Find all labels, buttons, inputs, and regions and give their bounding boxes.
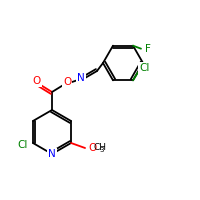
Text: 3: 3: [100, 147, 104, 153]
Text: F: F: [145, 44, 151, 54]
Text: O: O: [88, 143, 96, 153]
Text: CH: CH: [93, 142, 106, 152]
Text: O: O: [63, 77, 71, 87]
Text: O: O: [33, 76, 41, 86]
Text: Cl: Cl: [139, 63, 149, 73]
Text: N: N: [77, 73, 85, 83]
Text: Cl: Cl: [18, 140, 28, 150]
Text: N: N: [48, 149, 56, 159]
